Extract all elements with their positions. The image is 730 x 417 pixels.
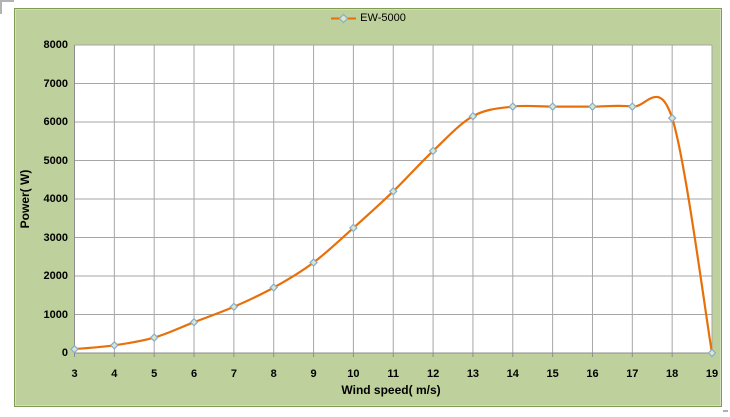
- x-tick-label-13: 13: [466, 368, 480, 380]
- data-point-marker-15: [548, 102, 557, 111]
- data-point-marker-8: [269, 283, 279, 292]
- data-point-marker-16: [588, 102, 597, 111]
- legend[interactable]: EW-5000: [15, 11, 721, 26]
- x-tick-label-18: 18: [666, 368, 679, 380]
- data-point-marker-17: [627, 102, 637, 111]
- data-point-marker-18: [667, 113, 677, 123]
- x-tick-label-8: 8: [270, 368, 277, 380]
- x-tick-label-6: 6: [190, 368, 198, 380]
- data-point-marker-3: [70, 344, 79, 354]
- y-tick-label-6000: 6000: [43, 116, 68, 128]
- chart-frame[interactable]: EW-5000 0 1000 2000 3000 4000 5000 6000 7000 800…: [14, 8, 722, 407]
- data-point-marker-9: [309, 258, 318, 267]
- data-point-marker-13: [468, 111, 478, 121]
- legend-marker-icon: [331, 13, 357, 24]
- y-tick-label-4000: 4000: [43, 193, 68, 205]
- x-tick-label-15: 15: [546, 368, 559, 380]
- data-point-marker-14: [508, 102, 518, 111]
- x-tick-label-4: 4: [111, 368, 118, 380]
- y-tick-label-3000: 3000: [43, 231, 68, 244]
- plot-svg: [70, 44, 717, 358]
- y-tick-label-0: 0: [61, 347, 68, 359]
- x-tick-label-7: 7: [230, 368, 237, 380]
- x-tick-label-12: 12: [426, 368, 440, 380]
- chart-resize-handle[interactable]: [723, 410, 728, 412]
- x-tick-label-19: 19: [705, 368, 719, 380]
- y-tick-label-7000: 7000: [43, 77, 68, 90]
- legend-series-label: EW-5000: [360, 12, 406, 24]
- y-tick-label-5000: 5000: [43, 154, 68, 167]
- data-point-marker-7: [229, 302, 239, 312]
- x-axis-title: Wind speed( m/s): [341, 383, 441, 397]
- x-tick-label-3: 3: [71, 368, 78, 380]
- y-axis-title: Power( W): [18, 169, 32, 229]
- x-tick-label-16: 16: [586, 368, 599, 380]
- data-point-marker-4: [109, 340, 119, 350]
- data-point-marker-10: [349, 223, 358, 233]
- sheet-corner-mark: [0, 0, 14, 14]
- data-point-marker-12: [428, 146, 438, 156]
- data-point-marker-6: [189, 317, 199, 327]
- x-tick-label-9: 9: [310, 368, 317, 380]
- data-point-marker-19: [707, 348, 717, 358]
- y-tick-label-1000: 1000: [43, 308, 68, 321]
- x-tick-label-11: 11: [387, 368, 400, 380]
- x-tick-label-14: 14: [506, 368, 519, 380]
- x-tick-label-5: 5: [151, 368, 158, 380]
- data-point-marker-5: [149, 333, 159, 342]
- data-point-marker-11: [388, 186, 398, 196]
- x-tick-label-10: 10: [347, 368, 360, 380]
- y-tick-label-8000: 8000: [43, 39, 68, 51]
- y-tick-label-2000: 2000: [43, 270, 68, 282]
- x-tick-label-17: 17: [626, 368, 639, 380]
